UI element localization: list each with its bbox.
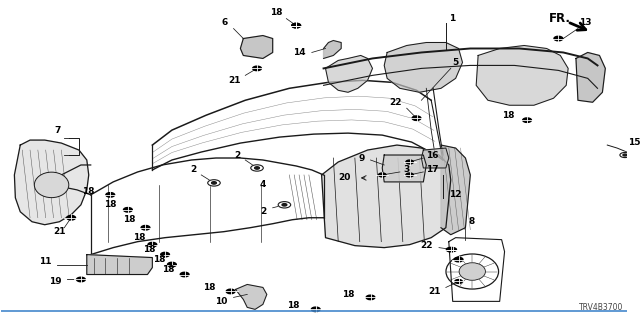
- Ellipse shape: [35, 172, 68, 198]
- Text: FR.: FR.: [548, 12, 571, 25]
- Text: 18: 18: [152, 255, 165, 264]
- Circle shape: [168, 262, 176, 267]
- Polygon shape: [324, 41, 341, 59]
- Text: 22: 22: [389, 98, 402, 107]
- Text: 18: 18: [124, 215, 136, 224]
- Circle shape: [124, 208, 132, 212]
- Circle shape: [455, 280, 462, 284]
- Text: 2: 2: [190, 165, 196, 174]
- Circle shape: [620, 152, 630, 157]
- Text: 18: 18: [82, 188, 95, 196]
- Text: 18: 18: [204, 283, 216, 292]
- Text: 18: 18: [502, 111, 515, 120]
- Text: 18: 18: [342, 290, 355, 299]
- Circle shape: [251, 165, 263, 171]
- Polygon shape: [576, 52, 605, 102]
- Circle shape: [226, 289, 235, 294]
- Text: 18: 18: [270, 8, 282, 17]
- Text: 10: 10: [215, 297, 228, 306]
- Text: 18: 18: [143, 245, 156, 254]
- Circle shape: [292, 23, 301, 28]
- Text: 6: 6: [221, 18, 228, 27]
- Circle shape: [106, 193, 115, 197]
- Polygon shape: [87, 255, 152, 275]
- Text: 19: 19: [49, 277, 61, 286]
- Text: 11: 11: [39, 257, 52, 266]
- Circle shape: [406, 173, 413, 177]
- Text: 21: 21: [428, 287, 441, 296]
- Text: 7: 7: [54, 126, 61, 135]
- Circle shape: [406, 160, 413, 164]
- Polygon shape: [14, 140, 89, 225]
- Polygon shape: [476, 45, 568, 105]
- Ellipse shape: [459, 263, 485, 280]
- Polygon shape: [326, 55, 372, 92]
- Circle shape: [148, 243, 157, 247]
- Polygon shape: [384, 43, 463, 92]
- Circle shape: [208, 180, 220, 186]
- Text: 9: 9: [358, 154, 365, 163]
- Text: 1: 1: [449, 14, 455, 23]
- Circle shape: [523, 118, 531, 123]
- Circle shape: [412, 116, 421, 120]
- Text: 15: 15: [628, 138, 640, 147]
- Text: 17: 17: [426, 165, 439, 174]
- Text: 21: 21: [53, 227, 66, 236]
- Text: TRV4B3700: TRV4B3700: [579, 303, 624, 312]
- Circle shape: [161, 252, 170, 257]
- Circle shape: [77, 277, 85, 282]
- Text: 22: 22: [420, 241, 433, 250]
- Text: 2: 2: [260, 207, 267, 216]
- Polygon shape: [236, 284, 267, 309]
- Text: 18: 18: [287, 301, 299, 310]
- Polygon shape: [441, 145, 470, 235]
- Text: 18: 18: [133, 233, 145, 242]
- Text: 3: 3: [404, 165, 410, 174]
- Circle shape: [282, 204, 287, 206]
- Ellipse shape: [446, 254, 499, 289]
- Circle shape: [311, 307, 320, 312]
- Polygon shape: [382, 155, 426, 182]
- Text: 13: 13: [579, 18, 592, 27]
- Circle shape: [67, 215, 76, 220]
- Polygon shape: [322, 145, 451, 248]
- Text: 16: 16: [426, 150, 439, 160]
- Circle shape: [446, 247, 455, 252]
- Circle shape: [623, 154, 627, 156]
- Circle shape: [554, 36, 563, 41]
- Text: 8: 8: [468, 217, 475, 226]
- Text: 20: 20: [339, 173, 351, 182]
- Circle shape: [141, 226, 150, 230]
- Text: 12: 12: [449, 190, 461, 199]
- Circle shape: [253, 66, 261, 71]
- Text: 21: 21: [228, 76, 241, 85]
- Text: 4: 4: [260, 180, 266, 189]
- Text: 18: 18: [163, 265, 175, 274]
- Text: 18: 18: [104, 200, 116, 209]
- Polygon shape: [241, 36, 273, 59]
- Circle shape: [378, 173, 386, 177]
- Circle shape: [449, 248, 456, 252]
- Circle shape: [180, 272, 189, 277]
- Circle shape: [278, 202, 291, 208]
- Circle shape: [454, 257, 463, 262]
- Text: 2: 2: [234, 150, 241, 160]
- Circle shape: [212, 182, 216, 184]
- Circle shape: [366, 295, 375, 300]
- Polygon shape: [421, 148, 449, 168]
- Text: 5: 5: [452, 58, 459, 67]
- Text: 14: 14: [293, 48, 306, 57]
- Circle shape: [255, 167, 259, 169]
- Circle shape: [292, 23, 301, 28]
